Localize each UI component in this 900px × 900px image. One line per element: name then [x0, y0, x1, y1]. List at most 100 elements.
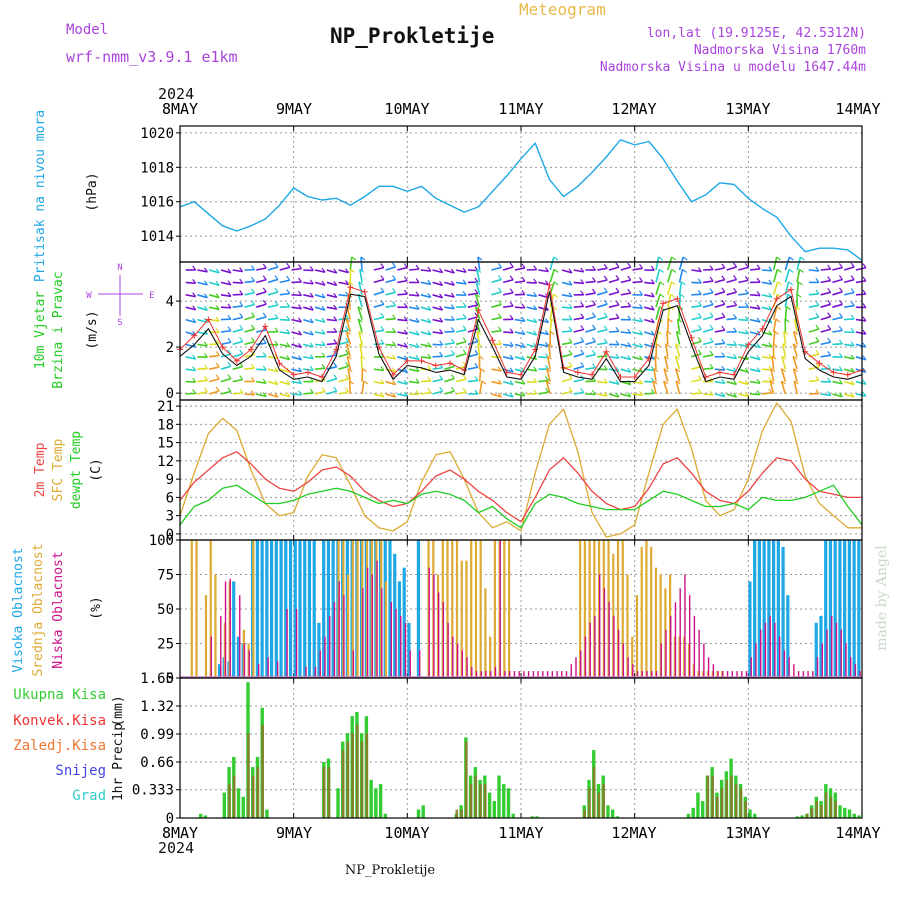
wind-barb	[796, 281, 800, 295]
wind-barb-flag	[850, 275, 855, 280]
wind-barb-flag	[838, 275, 843, 280]
meteogram-subtitle: Meteogram	[519, 0, 606, 19]
wind-barb	[185, 392, 196, 395]
wind-barb-flag	[838, 287, 843, 293]
wind-barb	[514, 343, 526, 348]
cloud-low-bar	[276, 661, 279, 678]
precip-convective-bar	[810, 807, 814, 818]
wind-barb	[456, 281, 467, 285]
wind-barb	[772, 331, 776, 345]
wind-gust-marker	[745, 341, 752, 348]
wind-barb-flag	[262, 263, 267, 269]
wind-barb	[326, 318, 337, 322]
wind-barb	[244, 328, 255, 333]
wind-barb	[691, 316, 702, 321]
cloud-high-bar	[312, 540, 316, 678]
wind-barb	[503, 291, 514, 296]
wind-barb	[420, 391, 431, 395]
wind-barb-flag	[721, 287, 726, 293]
wind-barb	[843, 278, 855, 284]
wind-barb-flag	[796, 293, 802, 298]
wind-barb-flag	[850, 314, 855, 320]
cloud-mid-bar	[650, 546, 653, 678]
wind-barb	[655, 281, 661, 296]
cloud-mid-bar	[593, 540, 596, 678]
wind-barb	[538, 356, 549, 359]
cloud-high-bar	[748, 581, 752, 678]
wind-barb-flag	[838, 366, 843, 371]
wind-barb	[676, 318, 681, 333]
wind-barb	[420, 281, 432, 286]
cloud-low-bar	[816, 657, 819, 678]
wind-barb	[420, 331, 432, 336]
wind-barb-flag	[793, 380, 799, 385]
cloud-low-bar	[461, 650, 464, 678]
wind-barb-flag	[862, 289, 867, 295]
wind-barb-flag	[709, 288, 714, 294]
wind-barb	[855, 343, 867, 348]
cloud-low-bar	[243, 643, 246, 678]
wind-barb-flag	[415, 330, 420, 336]
wind-barb-flag	[439, 375, 444, 380]
time-axis-top: 8MAY 9MAY 10MAY 11MAY 12MAY 13MAY 14MAY	[162, 100, 881, 118]
wind-barb	[467, 269, 478, 272]
wind-barb	[208, 294, 220, 299]
wind-barb-flag	[580, 349, 585, 355]
wind-barb-flag	[793, 368, 798, 373]
wind-barb-flag	[239, 313, 244, 318]
wind-barb-flag	[580, 362, 585, 367]
wind-barb-flag	[775, 318, 781, 323]
wind-barb	[538, 269, 549, 273]
wind-barb	[675, 343, 681, 358]
wind-barb-flag	[544, 267, 549, 272]
wind-gust-marker	[191, 332, 198, 339]
wind-barb	[597, 316, 608, 321]
wind-barb-flag	[591, 312, 596, 318]
precip-convective-bar	[824, 792, 828, 818]
wind-barb	[749, 318, 761, 323]
wind-barb-flag	[568, 315, 573, 320]
wind-barb	[674, 368, 681, 382]
wind-barb-flag	[697, 267, 702, 272]
wind-barb	[455, 378, 467, 383]
wind-barb	[832, 343, 843, 346]
wind-barb-flag	[776, 268, 782, 273]
wind-barb-flag	[359, 268, 365, 273]
cloud-low-bar	[267, 657, 269, 678]
precip-convective-bar	[474, 775, 478, 818]
wind-barb	[291, 331, 302, 336]
wind-barb-flag	[850, 328, 855, 333]
wind-barb-flag	[392, 380, 397, 385]
wind-barb-flag	[262, 352, 267, 357]
wind-barb-flag	[333, 386, 338, 392]
wind-barb-flag	[658, 256, 663, 261]
wind-barb-flag	[227, 326, 232, 332]
wind-barb	[244, 280, 255, 284]
wind-gust-marker	[347, 284, 354, 291]
wind-barb	[608, 278, 620, 284]
wind-barb-flag	[627, 275, 632, 281]
wind-barb-flag	[850, 354, 855, 360]
wind-barb-flag	[309, 279, 314, 285]
precip-convective-bar	[455, 809, 459, 818]
precip-convective-bar	[592, 767, 596, 818]
wind-barb-flag	[827, 276, 832, 281]
wind-barb	[349, 256, 353, 271]
wind-barb	[663, 368, 669, 382]
wind-barb-flag	[439, 329, 444, 334]
wind-barb	[267, 343, 279, 346]
wind-barb	[185, 306, 196, 311]
wind-barb-flag	[415, 355, 420, 360]
wind-barb-flag	[333, 316, 338, 321]
wind-barb	[538, 343, 549, 347]
cloud-low-bar	[584, 636, 587, 678]
wind-barb	[338, 269, 349, 274]
wind-barb	[597, 279, 608, 284]
wind-barb-flag	[227, 291, 232, 297]
cloud-low-bar	[835, 622, 838, 678]
wind-barb-flag	[262, 338, 267, 344]
wind-barb-flag	[827, 337, 832, 343]
wind-barb-flag	[298, 264, 302, 269]
wind-barb	[667, 294, 672, 308]
